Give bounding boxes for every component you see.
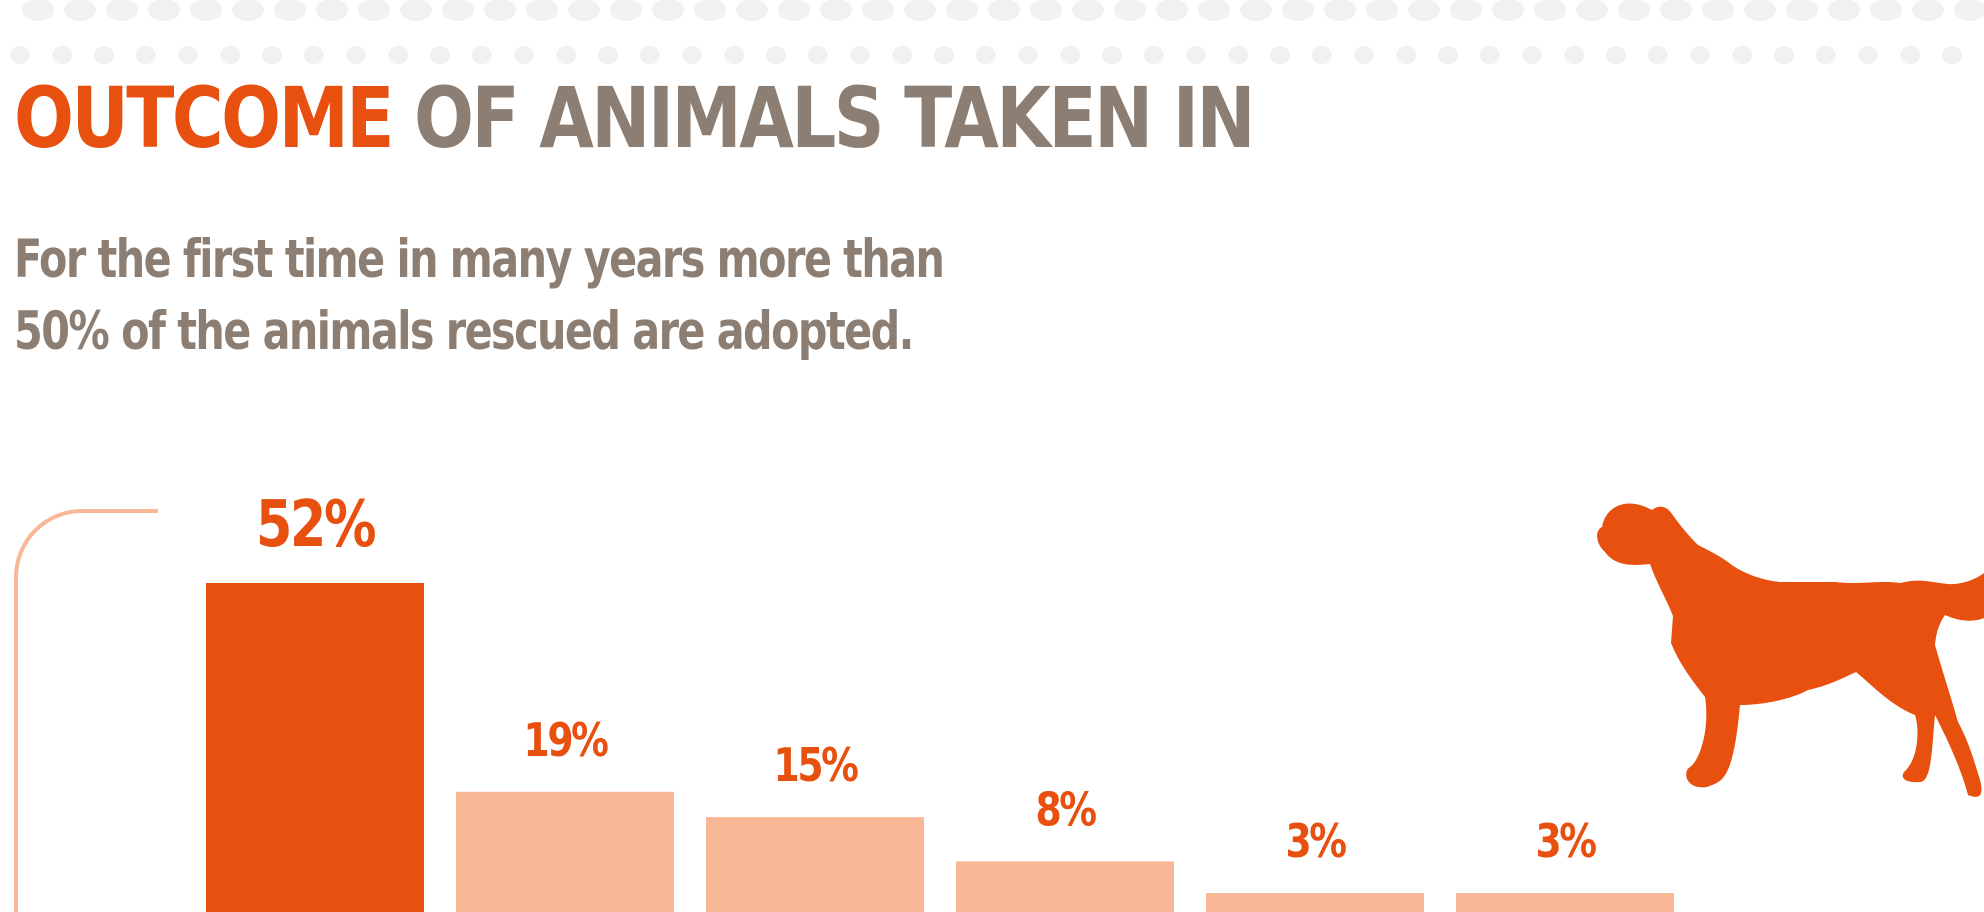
paw-pattern-icon <box>346 0 432 64</box>
paw-pattern-icon <box>934 0 1020 64</box>
paw-pattern-icon <box>1606 0 1692 64</box>
bar-label-1: 52% <box>256 487 375 561</box>
title-accent: OUTCOME <box>14 69 394 167</box>
bar-label-6: 3% <box>1535 814 1596 868</box>
paw-pattern-icon <box>1102 0 1188 64</box>
paw-pattern-icon <box>682 0 768 64</box>
paw-pattern-icon <box>10 0 96 64</box>
bar-label-4: 8% <box>1035 783 1096 837</box>
chart-subtitle: For the first time in many years more th… <box>14 229 945 362</box>
paw-pattern-icon <box>766 0 852 64</box>
bar-2 <box>456 791 674 912</box>
paw-pattern-icon <box>1774 0 1860 64</box>
paw-pattern-icon <box>1186 0 1272 64</box>
bar-5 <box>1206 893 1424 912</box>
dog-silhouette-icon <box>1597 503 1984 797</box>
bar-3 <box>706 817 924 912</box>
chart-title: OUTCOME OF ANIMALS TAKEN IN <box>14 76 1256 160</box>
paw-pattern-icon <box>1942 0 1984 64</box>
bar-label-5: 3% <box>1285 814 1346 868</box>
value-labels-group: 52% 19% 15% 8% 3% 3% <box>256 487 1599 868</box>
paw-pattern-icon <box>94 0 180 64</box>
paw-pattern-icon <box>10 0 1984 64</box>
paw-pattern-icon <box>598 0 684 64</box>
paw-pattern-icon <box>178 0 264 64</box>
paw-pattern-icon <box>1690 0 1776 64</box>
paw-pattern-icon <box>1858 0 1944 64</box>
title-rest: OF ANIMALS TAKEN IN <box>391 69 1256 167</box>
paw-pattern-icon <box>1270 0 1356 64</box>
chart-bracket <box>14 509 158 912</box>
bar-label-3: 15% <box>774 738 858 792</box>
paw-pattern-icon <box>1018 0 1104 64</box>
bar-6 <box>1456 893 1674 912</box>
paw-pattern-icon <box>1438 0 1524 64</box>
bar-1 <box>206 583 424 912</box>
bar-label-2: 19% <box>524 713 608 767</box>
bar-4 <box>956 861 1174 912</box>
paw-pattern-icon <box>262 0 348 64</box>
paw-pattern-icon <box>850 0 936 64</box>
paw-pattern-icon <box>514 0 600 64</box>
bars-group <box>206 583 1674 912</box>
paw-pattern-icon <box>1354 0 1440 64</box>
paw-pattern-icon <box>1522 0 1608 64</box>
paw-pattern-icon <box>430 0 516 64</box>
